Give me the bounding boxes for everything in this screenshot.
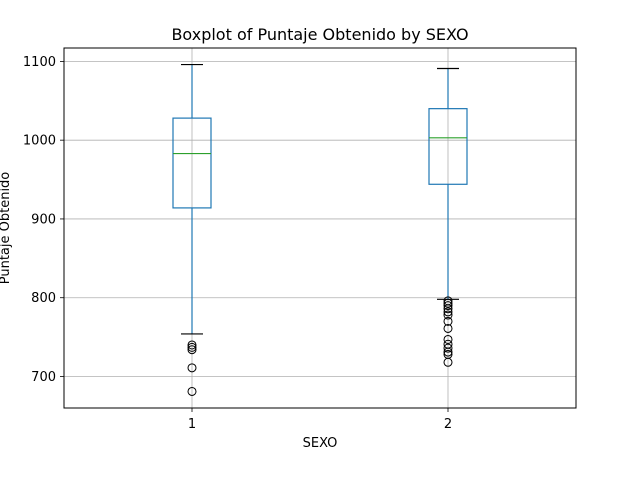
x-tick-label: 1 xyxy=(188,417,196,432)
outlier-point xyxy=(443,316,453,326)
y-tick-label: 1100 xyxy=(23,55,56,70)
y-tick-label: 800 xyxy=(31,291,56,306)
iqr-box xyxy=(172,117,212,209)
outlier-point xyxy=(443,347,453,357)
y-tick-label: 1000 xyxy=(23,134,56,149)
outlier-point xyxy=(443,301,453,311)
outlier-point xyxy=(443,343,453,353)
outlier-point xyxy=(443,357,453,367)
box-group-1 xyxy=(172,63,212,396)
chart-title: Boxplot of Puntaje Obtenido by SEXO xyxy=(171,25,468,44)
x-axis-label: SEXO xyxy=(303,436,338,451)
y-tick-label: 900 xyxy=(31,212,56,227)
box-layer xyxy=(172,63,468,396)
outlier-point xyxy=(187,345,197,355)
outlier-point xyxy=(443,323,453,333)
outlier-point xyxy=(187,340,197,350)
outlier-point xyxy=(187,363,197,373)
y-axis-label: Puntaje Obtenido xyxy=(0,172,13,285)
iqr-box xyxy=(428,108,468,185)
outlier-point xyxy=(443,304,453,314)
y-tick-label: 700 xyxy=(31,370,56,385)
grid-layer xyxy=(64,48,576,408)
tick-layer: 700 800 900 1000 1100 1 2 xyxy=(23,55,452,432)
outlier-point xyxy=(443,310,453,320)
outlier-point xyxy=(443,334,453,344)
plot-frame xyxy=(63,47,577,409)
outlier-point xyxy=(443,307,453,317)
outlier-point xyxy=(187,342,197,352)
x-tick-label: 2 xyxy=(444,417,452,432)
outlier-point xyxy=(187,386,197,396)
outlier-point xyxy=(443,298,453,308)
box-group-2 xyxy=(428,67,468,367)
